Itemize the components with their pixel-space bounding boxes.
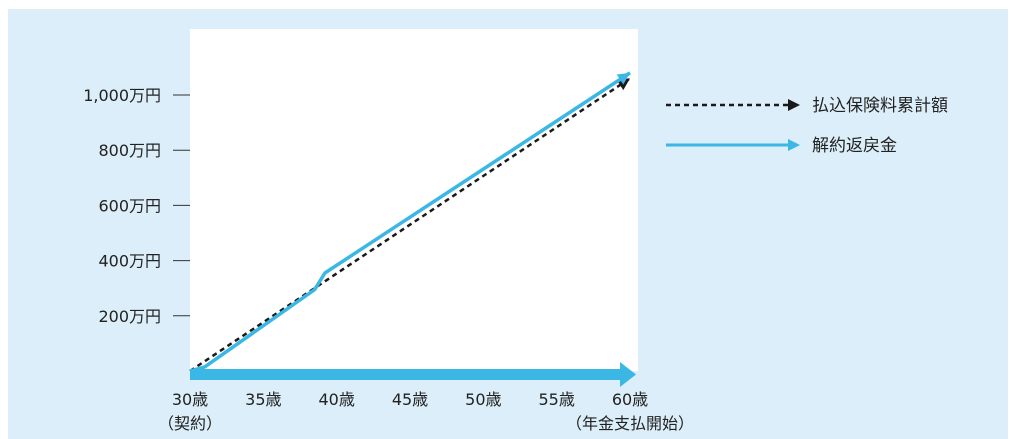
y-tick-label: 800万円	[98, 141, 161, 160]
x-tick-sublabel: （契約）	[158, 414, 222, 433]
legend-label: 解約返戻金	[812, 136, 897, 156]
x-tick-label: 55歳	[538, 390, 574, 409]
x-axis-arrowhead	[620, 362, 636, 387]
x-tick-label: 30歳	[172, 390, 208, 409]
x-tick-label: 45歳	[392, 390, 428, 409]
surrender-value-line	[189, 71, 631, 373]
legend-label: 払込保険料累計額	[812, 96, 948, 116]
x-tick-sublabel: （年金支払開始）	[566, 414, 694, 433]
legend-arrow	[788, 139, 800, 151]
series-end-arrow	[616, 72, 630, 85]
x-axis-band	[190, 369, 620, 380]
y-tick-label: 400万円	[98, 252, 161, 271]
plot-area	[190, 29, 638, 371]
axes: 200万円 400万円 600万円 800万円 1,000万円 30歳 （契約） 35歳 40歳…	[83, 86, 694, 433]
y-tick-label: 600万円	[98, 196, 161, 215]
y-tick-label: 200万円	[98, 307, 161, 326]
x-tick-label: 50歳	[465, 390, 501, 409]
premium-total-line	[189, 77, 631, 373]
y-tick-label: 1,000万円	[83, 86, 161, 105]
chart-svg: 200万円 400万円 600万円 800万円 1,000万円 30歳 （契約） 35歳 40歳…	[83, 29, 948, 433]
x-tick-label: 60歳	[612, 390, 648, 409]
legend-arrow	[788, 99, 800, 111]
chart-frame: 200万円 400万円 600万円 800万円 1,000万円 30歳 （契約） 35歳 40歳…	[8, 9, 1008, 439]
x-tick-label: 40歳	[318, 390, 354, 409]
series-group	[189, 71, 631, 373]
x-tick-label: 35歳	[245, 390, 281, 409]
